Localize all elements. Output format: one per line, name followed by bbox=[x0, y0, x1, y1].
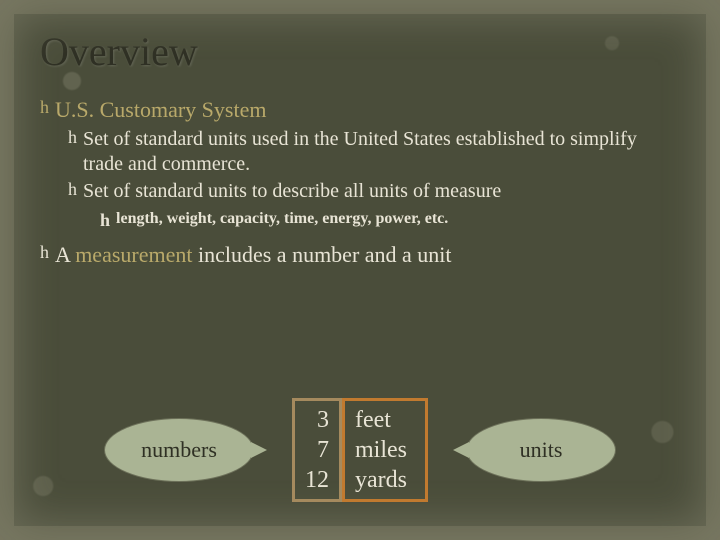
text-fragment: includes a number and a unit bbox=[192, 242, 451, 267]
bullet-level3: h length, weight, capacity, time, energy… bbox=[100, 210, 680, 232]
flourish-icon: h bbox=[40, 97, 49, 119]
bullet-level2: h Set of standard units used in the Unit… bbox=[68, 127, 680, 177]
slide: Overview h U.S. Customary System h Set o… bbox=[0, 0, 720, 540]
example-number: 7 bbox=[305, 435, 329, 465]
bullet-level2: h Set of standard units to describe all … bbox=[68, 179, 680, 204]
units-column: feet miles yards bbox=[342, 398, 428, 502]
flourish-icon: h bbox=[100, 210, 110, 232]
bullet-sub1: Set of standard units used in the United… bbox=[83, 127, 680, 177]
bullet-sub2a: length, weight, capacity, time, energy, … bbox=[116, 210, 448, 228]
flourish-icon: h bbox=[68, 179, 77, 201]
slide-content: h U.S. Customary System h Set of standar… bbox=[40, 97, 680, 268]
bullet-heading2: A measurement includes a number and a un… bbox=[55, 242, 452, 268]
numbers-column: 3 7 12 bbox=[292, 398, 342, 502]
example-unit: miles bbox=[355, 435, 415, 465]
callout-numbers: numbers bbox=[104, 418, 254, 482]
examples-row: numbers 3 7 12 feet miles yards units bbox=[0, 398, 720, 502]
flourish-icon: h bbox=[68, 127, 77, 149]
bullet-sub2: Set of standard units to describe all un… bbox=[83, 179, 501, 204]
example-unit: feet bbox=[355, 405, 415, 435]
slide-title: Overview bbox=[40, 28, 680, 75]
flourish-icon: h bbox=[40, 242, 49, 264]
callout-right-label: units bbox=[520, 437, 563, 463]
example-number: 12 bbox=[305, 465, 329, 495]
callout-units: units bbox=[466, 418, 616, 482]
bullet-heading1: U.S. Customary System bbox=[55, 97, 266, 123]
example-unit: yards bbox=[355, 465, 415, 495]
accent-word: measurement bbox=[75, 242, 192, 267]
example-number: 3 bbox=[305, 405, 329, 435]
callout-left-label: numbers bbox=[141, 437, 217, 463]
bullet-level1: h U.S. Customary System bbox=[40, 97, 680, 123]
bullet-level1: h A measurement includes a number and a … bbox=[40, 242, 680, 268]
text-fragment: A bbox=[55, 242, 75, 267]
example-pair: 3 7 12 feet miles yards bbox=[292, 398, 428, 502]
